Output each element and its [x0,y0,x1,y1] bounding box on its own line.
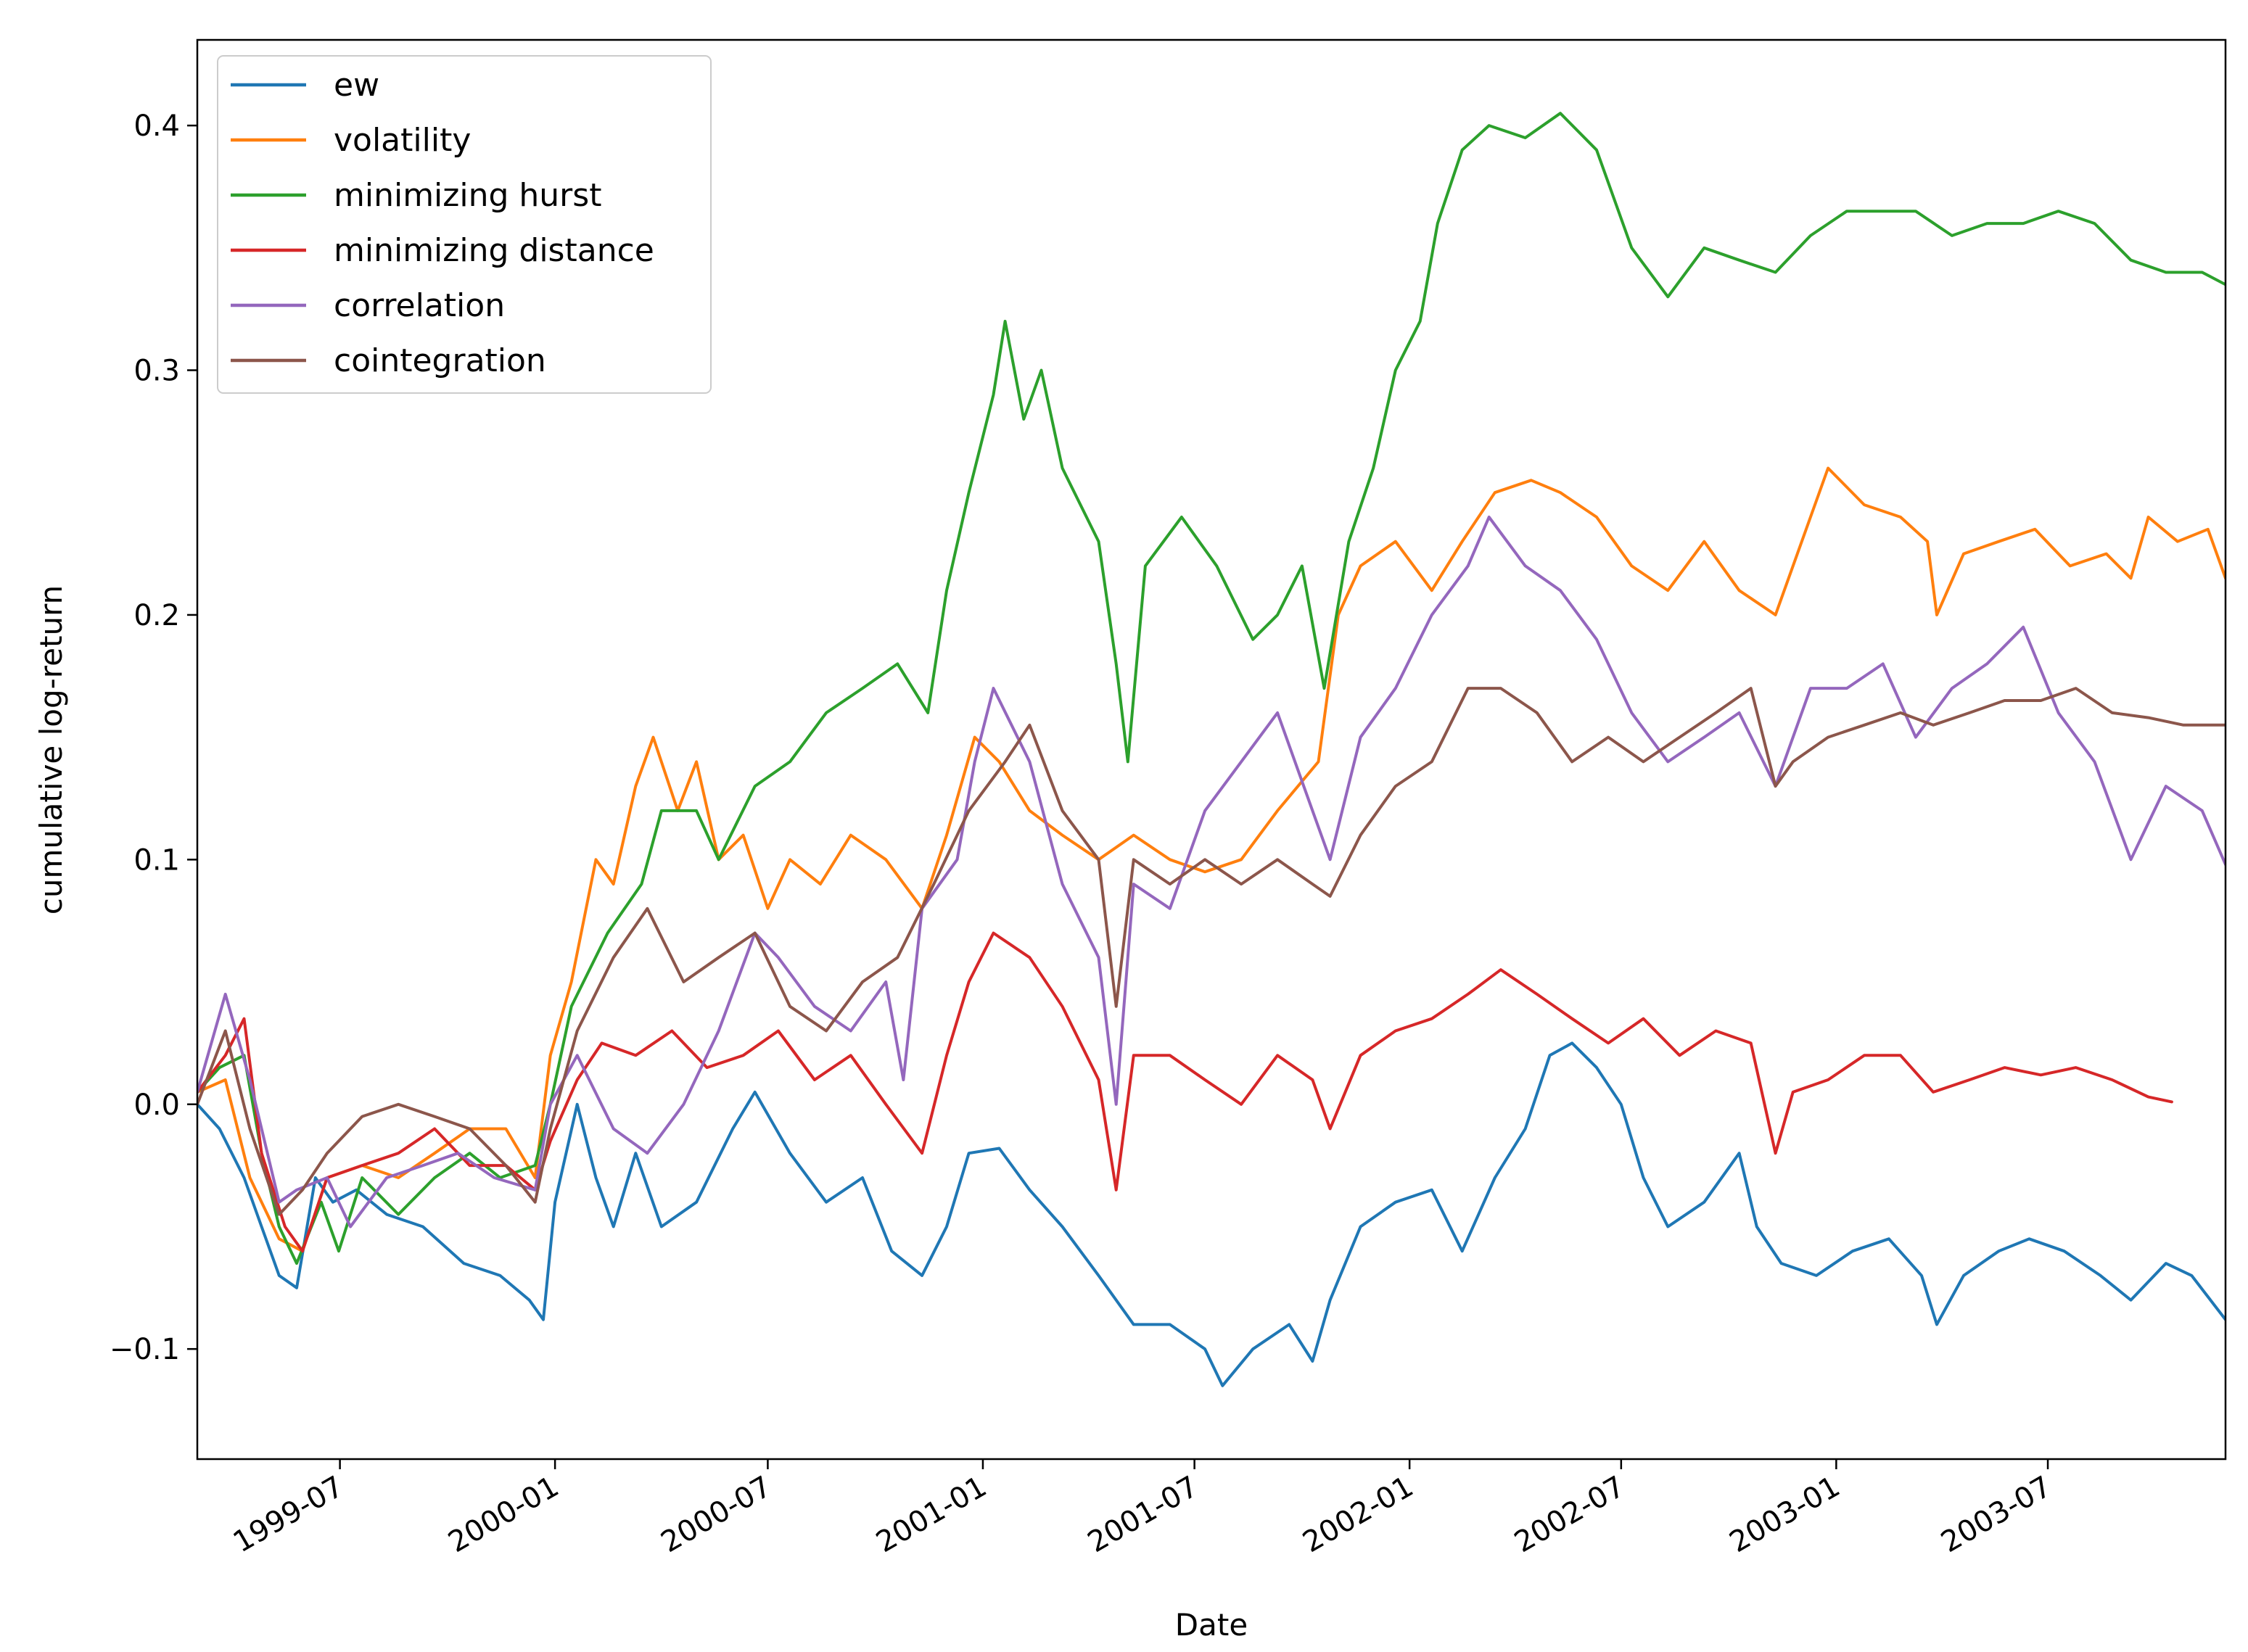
legend-label-volatility: volatility [334,122,471,159]
y-tick-label: 0.0 [133,1089,180,1122]
y-tick-label: −0.1 [110,1333,180,1366]
series-line-minimizing-hurst [197,112,2226,1265]
series-line-cointegration [197,687,2226,1216]
series-line-volatility [197,466,2226,1253]
series-layer [197,112,2226,1387]
y-tick-label: 0.1 [133,843,180,877]
y-axis: −0.1 0.0 0.1 0.2 0.3 0.4 [110,110,197,1366]
legend-box [217,55,712,394]
plot-frame [196,38,2227,1461]
legend: ew volatility minimizing hurst minimizing d… [217,55,712,394]
legend-label-ew: ew [334,67,379,104]
y-tick-label: 0.4 [133,110,180,143]
y-tick-label: 0.3 [133,355,180,388]
legend-label-correlation: correlation [334,287,505,324]
legend-label-minimizing-distance: minimizing distance [334,232,654,269]
y-axis-label: cumulative log-return [33,585,69,914]
y-tick-label: 0.2 [133,599,180,632]
legend-label-minimizing-hurst: minimizing hurst [334,177,601,214]
series-line-minimizing-distance [197,931,2173,1253]
x-axis-label: Date [1175,1607,1248,1643]
legend-label-cointegration: cointegration [334,342,546,379]
series-line-ew [197,1041,2226,1387]
